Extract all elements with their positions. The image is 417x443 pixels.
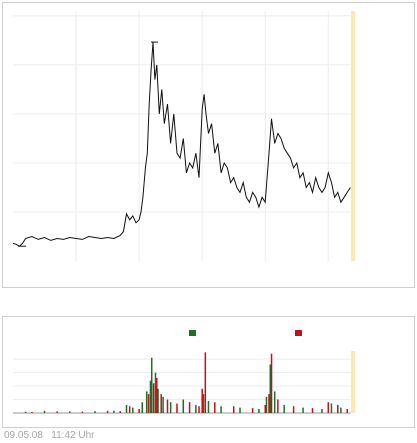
volume-bar-down <box>201 388 203 413</box>
volume-bar-down <box>166 399 169 413</box>
volume-bar-up <box>202 394 205 413</box>
volume-bar-up <box>302 407 304 413</box>
volume-bar-down <box>106 410 109 413</box>
volume-bar-down <box>188 402 191 413</box>
volume-bar-down <box>138 408 140 413</box>
volume-chart <box>13 330 355 414</box>
footer-time: 11:42 Uhr <box>51 430 95 441</box>
volume-bar-up <box>321 408 323 413</box>
volume-bar-up <box>239 407 241 413</box>
footer-timestamp: 09.05.08 11:42 Uhr <box>4 430 94 441</box>
volume-bar-down <box>156 377 158 413</box>
volume-bar-up <box>157 388 159 413</box>
volume-bar-down <box>251 408 254 413</box>
volume-bar-up <box>113 410 115 413</box>
volume-bar-up <box>149 380 152 413</box>
volume-bar-down <box>346 408 348 413</box>
volume-bar-up <box>162 396 164 413</box>
volume-bar-down <box>270 353 273 413</box>
volume-bar-down <box>128 406 131 413</box>
volume-bar-down <box>152 383 155 413</box>
volume-bar-up <box>340 407 342 413</box>
volume-bar-down <box>214 402 216 413</box>
volume-bar-up <box>220 406 222 413</box>
price-chart-panel <box>2 2 415 288</box>
volume-bar-down <box>264 404 266 413</box>
volume-axis-band <box>351 351 355 413</box>
volume-bar-up <box>145 391 148 413</box>
volume-bar-down <box>81 411 84 413</box>
volume-bar-up <box>258 408 260 413</box>
volume-bar-up <box>150 357 153 413</box>
volume-bar-up <box>154 372 157 413</box>
volume-bar-up <box>94 411 96 413</box>
volume-bar-down <box>176 403 178 413</box>
volume-bar-down <box>232 406 235 413</box>
footer-date: 09.05.08 <box>4 430 43 441</box>
volume-bar-up <box>132 407 134 413</box>
volume-bar-up <box>269 364 272 413</box>
volume-bar-down <box>204 352 207 413</box>
volume-bar-up <box>24 411 27 413</box>
volume-bar-down <box>268 394 270 413</box>
volume-bar-up <box>207 400 210 413</box>
legend-swatch <box>295 330 302 336</box>
volume-bar-up <box>330 403 333 413</box>
volume-bar-down <box>337 404 339 413</box>
volume-bar-up <box>169 402 172 413</box>
volume-bar-up <box>141 402 144 413</box>
volume-bar-down <box>277 399 279 413</box>
volume-bar-up <box>125 404 128 413</box>
volume-bar-down <box>31 411 33 413</box>
volume-bar-up <box>283 404 285 413</box>
volume-bar-up <box>265 396 268 413</box>
volume-chart-panel <box>2 316 415 428</box>
volume-bar-up <box>43 410 46 413</box>
volume-bar-down <box>160 394 162 413</box>
volume-bar-up <box>69 411 71 413</box>
volume-bar-down <box>327 402 330 413</box>
volume-bar-down <box>292 406 295 413</box>
volume-bar-down <box>147 394 150 413</box>
volume-bar-down <box>198 406 200 413</box>
volume-bar-up <box>273 391 276 413</box>
price-chart <box>12 11 355 261</box>
y-axis-band <box>351 11 355 261</box>
legend-swatch <box>189 330 196 336</box>
price-line <box>12 42 351 247</box>
volume-bar-down <box>119 411 121 413</box>
volume-bar-up <box>182 399 185 413</box>
volume-bar-down <box>56 411 58 413</box>
volume-bar-up <box>195 404 197 413</box>
volume-bar-down <box>311 408 314 413</box>
